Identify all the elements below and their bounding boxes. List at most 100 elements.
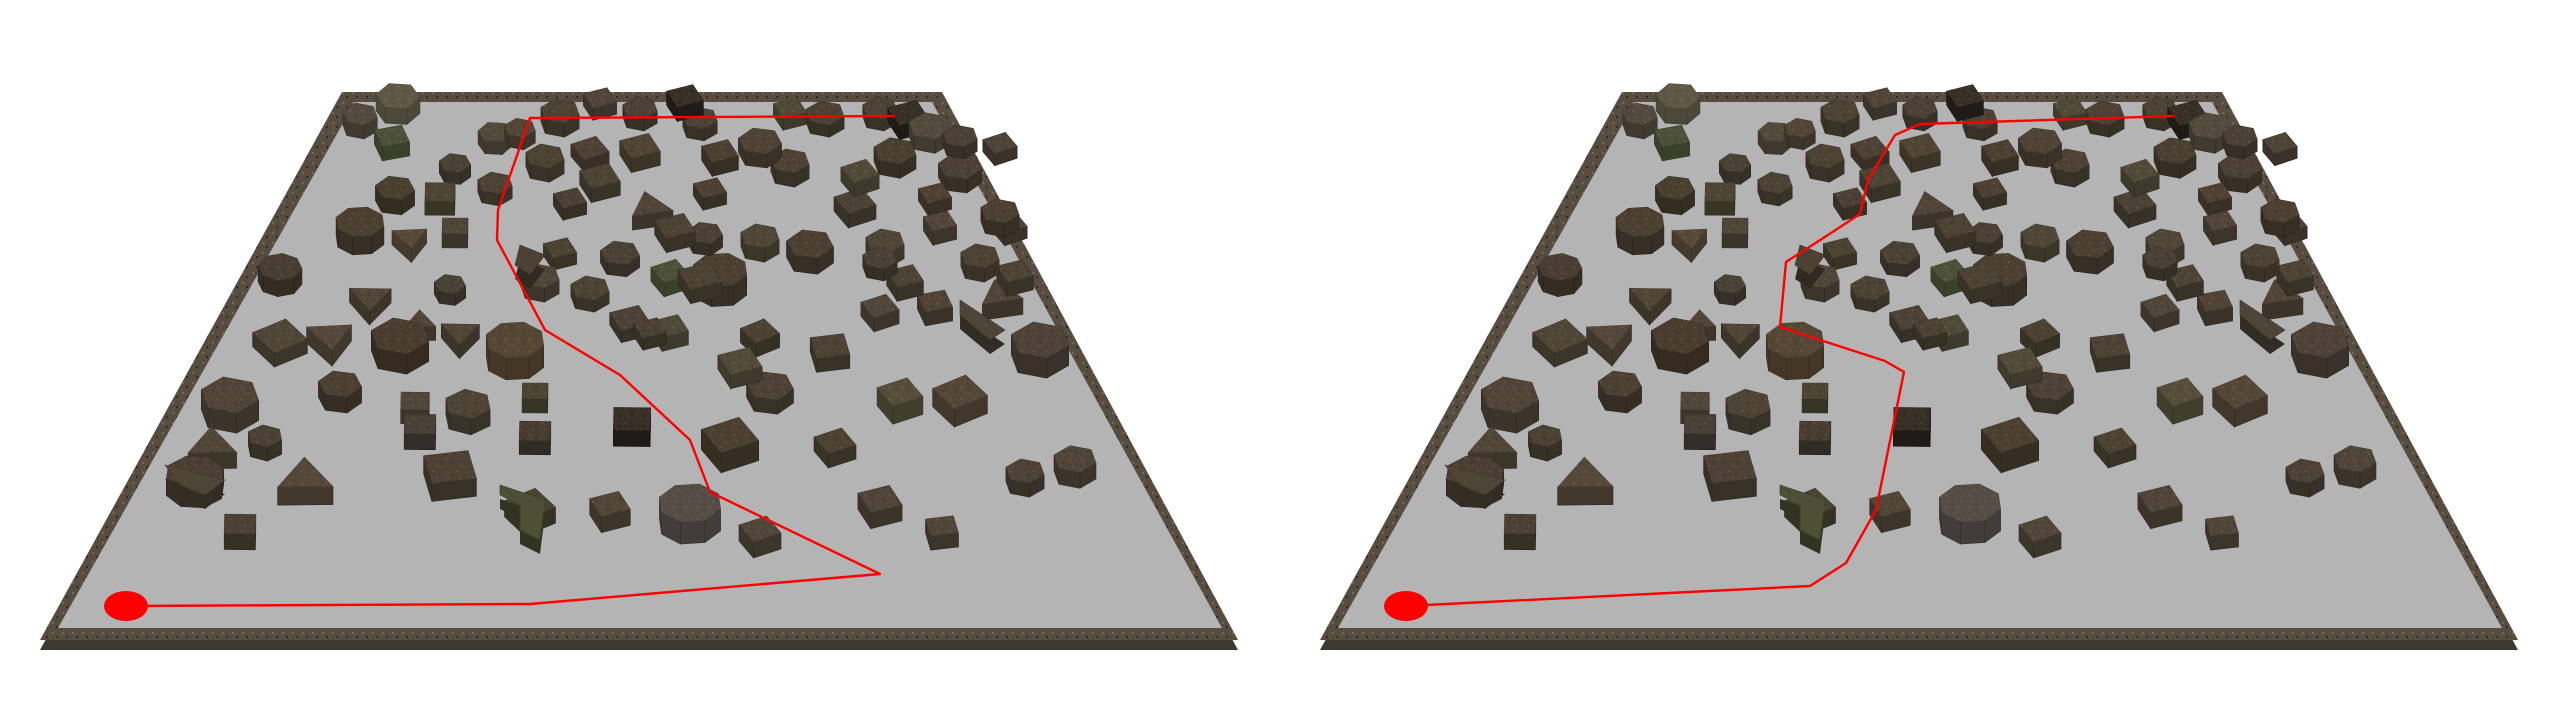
obstacle-texture (224, 514, 256, 534)
obstacle-texture (519, 421, 551, 441)
obstacle-texture (1784, 118, 1816, 138)
obstacle-texture (486, 322, 544, 358)
chevron-obstacle-top (164, 464, 226, 496)
obstacle-texture (522, 383, 548, 399)
obstacle-texture (2019, 516, 2061, 542)
obstacle-texture (1973, 177, 2007, 199)
obstacle-texture (622, 97, 658, 119)
obstacle-texture (980, 198, 1020, 224)
obstacle-texture (543, 237, 577, 259)
obstacle-texture (840, 159, 880, 183)
obstacle-texture (1721, 323, 1760, 345)
chevron-obstacle-top (2239, 299, 2286, 341)
obstacle-texture (982, 132, 1018, 154)
obstacle-texture (1680, 392, 1710, 410)
obstacle-side (1704, 200, 1735, 216)
obstacle-texture (2053, 97, 2087, 119)
obstacle-texture (1757, 172, 1793, 194)
obstacle-texture (693, 177, 727, 199)
obstacle-texture (701, 417, 759, 453)
obstacle-side (325, 393, 348, 414)
obstacle-texture (659, 484, 721, 522)
obstacle-side (1632, 235, 1652, 256)
obstacle-texture (570, 275, 610, 301)
obstacle-texture (2114, 188, 2156, 214)
obstacle-texture (1957, 262, 2003, 290)
obstacle-texture (633, 317, 667, 339)
obstacle-texture (1704, 182, 1736, 202)
obstacle-texture (1616, 207, 1664, 237)
planned-path (125, 114, 896, 608)
obstacle-texture (525, 143, 565, 169)
obstacle-side (518, 440, 551, 456)
obstacle-texture (434, 274, 466, 294)
obstacle-texture (1766, 322, 1824, 358)
obstacle-texture (917, 290, 953, 312)
obstacle-texture (701, 139, 739, 163)
obstacle-texture (654, 213, 696, 239)
obstacle-side (424, 200, 455, 216)
obstacle-texture (445, 389, 491, 419)
obstacle-texture (857, 485, 903, 513)
obstacle-texture (201, 376, 259, 414)
obstacle-texture (1504, 514, 1536, 534)
obstacle-side (612, 429, 651, 447)
obstacle-texture (2240, 243, 2280, 269)
obstacle-texture (2276, 259, 2314, 283)
obstacle-texture (1703, 450, 1757, 484)
obstacle-texture (740, 223, 780, 249)
obstacle-texture (1899, 133, 1941, 159)
obstacle-texture (923, 210, 957, 232)
obstacle-texture (583, 87, 617, 109)
obstacle-texture (786, 229, 834, 259)
obstacle-texture (1833, 187, 1867, 209)
obstacle-texture (2137, 485, 2183, 513)
obstacle-side (223, 533, 256, 551)
obstacle-texture (2020, 318, 2060, 344)
obstacle-texture (2145, 228, 2185, 254)
obstacle-texture (1622, 103, 1658, 125)
obstacle-texture (834, 188, 876, 214)
obstacle-texture (392, 229, 427, 249)
obstacle-texture (932, 375, 988, 409)
obstacle-texture (805, 100, 845, 126)
obstacle-texture (1902, 97, 1938, 119)
obstacle-side (1893, 429, 1931, 447)
obstacle-side (1764, 140, 1783, 155)
obstacle-texture (374, 125, 410, 147)
obstacle-texture (336, 207, 384, 237)
left-scene (40, 83, 1238, 650)
obstacle-side (381, 196, 402, 216)
obstacle-texture (1981, 139, 2019, 163)
obstacle-texture (2018, 128, 2062, 154)
obstacle-texture (2142, 247, 2178, 269)
obstacle-texture (1725, 389, 1771, 419)
obstacle-texture (1758, 122, 1792, 142)
obstacle-texture (1981, 417, 2039, 453)
obstacle-texture (773, 97, 807, 119)
obstacle-texture (2189, 112, 2231, 140)
obstacle-texture (1538, 253, 1582, 281)
obstacle-texture (2020, 223, 2060, 249)
obstacle-side (444, 170, 461, 185)
obstacle-side (403, 433, 436, 451)
obstacle-texture (717, 347, 763, 375)
obstacle-texture (666, 84, 704, 108)
obstacle-texture (579, 163, 621, 189)
obstacle-texture (1934, 213, 1976, 239)
obstacle-texture (248, 424, 282, 448)
obstacle-texture (1820, 98, 1860, 124)
obstacle-side (484, 140, 503, 155)
chevron-obstacle-side (1445, 479, 1505, 509)
obstacle-field (164, 83, 1097, 559)
obstacle-texture (2140, 294, 2180, 318)
obstacle-texture (1912, 191, 1953, 217)
obstacle-texture (814, 428, 856, 454)
obstacle-texture (1714, 274, 1746, 294)
obstacle-texture (632, 191, 673, 217)
obstacle-texture (1629, 288, 1672, 311)
path-line (1405, 114, 2176, 608)
obstacle-side (1801, 398, 1828, 414)
obstacle-texture (925, 515, 959, 537)
